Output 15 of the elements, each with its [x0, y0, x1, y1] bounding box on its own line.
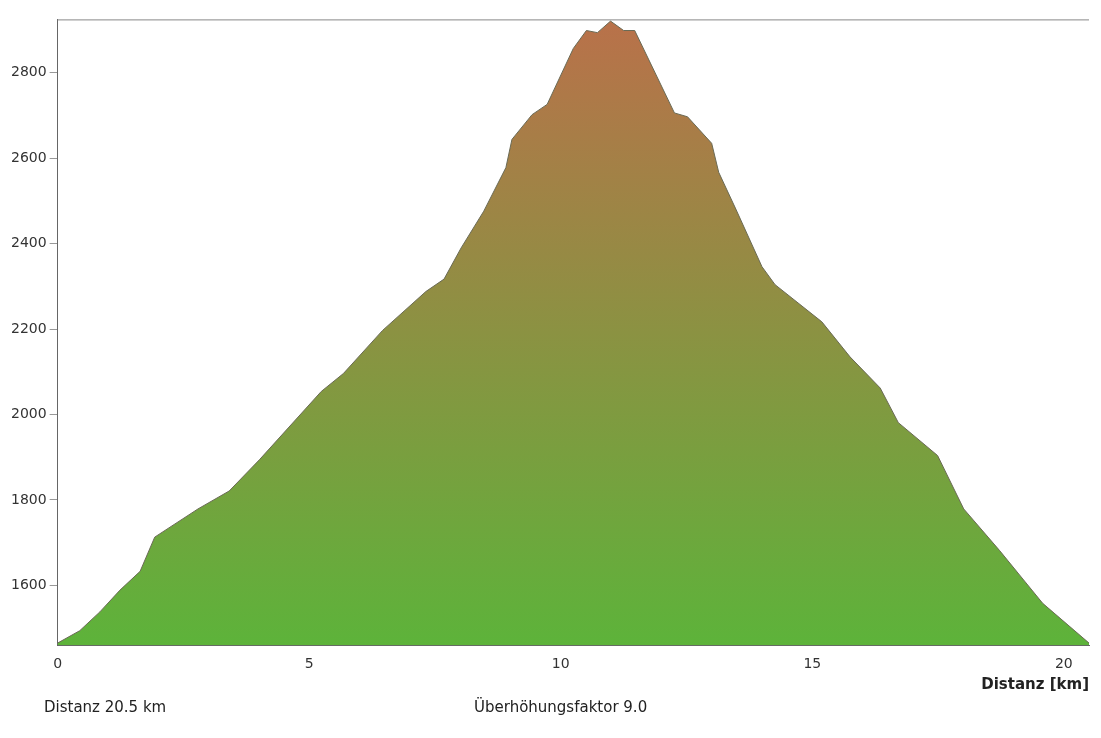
x-tick-label: 15: [803, 655, 822, 672]
y-tick-label: 1800: [10, 490, 47, 507]
x-axis-title: Distanz [km]: [981, 674, 1089, 693]
y-tick-label: 2000: [10, 405, 47, 422]
y-tick-label: 2200: [10, 319, 47, 336]
y-tick-label: 2800: [10, 63, 47, 80]
x-tick-label: 0: [53, 655, 63, 672]
text: Distanz 20.5 km: [44, 698, 168, 718]
x-tick-label: 5: [304, 655, 314, 672]
y-tick-label: 2400: [10, 234, 47, 251]
y-tick-label: 2600: [10, 148, 47, 165]
y-tick-label: 1600: [10, 576, 47, 593]
x-tick-label: 20: [1054, 655, 1073, 672]
text: Überhöhungsfaktor 9.0: [474, 698, 649, 718]
x-tick-label: 10: [551, 655, 570, 672]
